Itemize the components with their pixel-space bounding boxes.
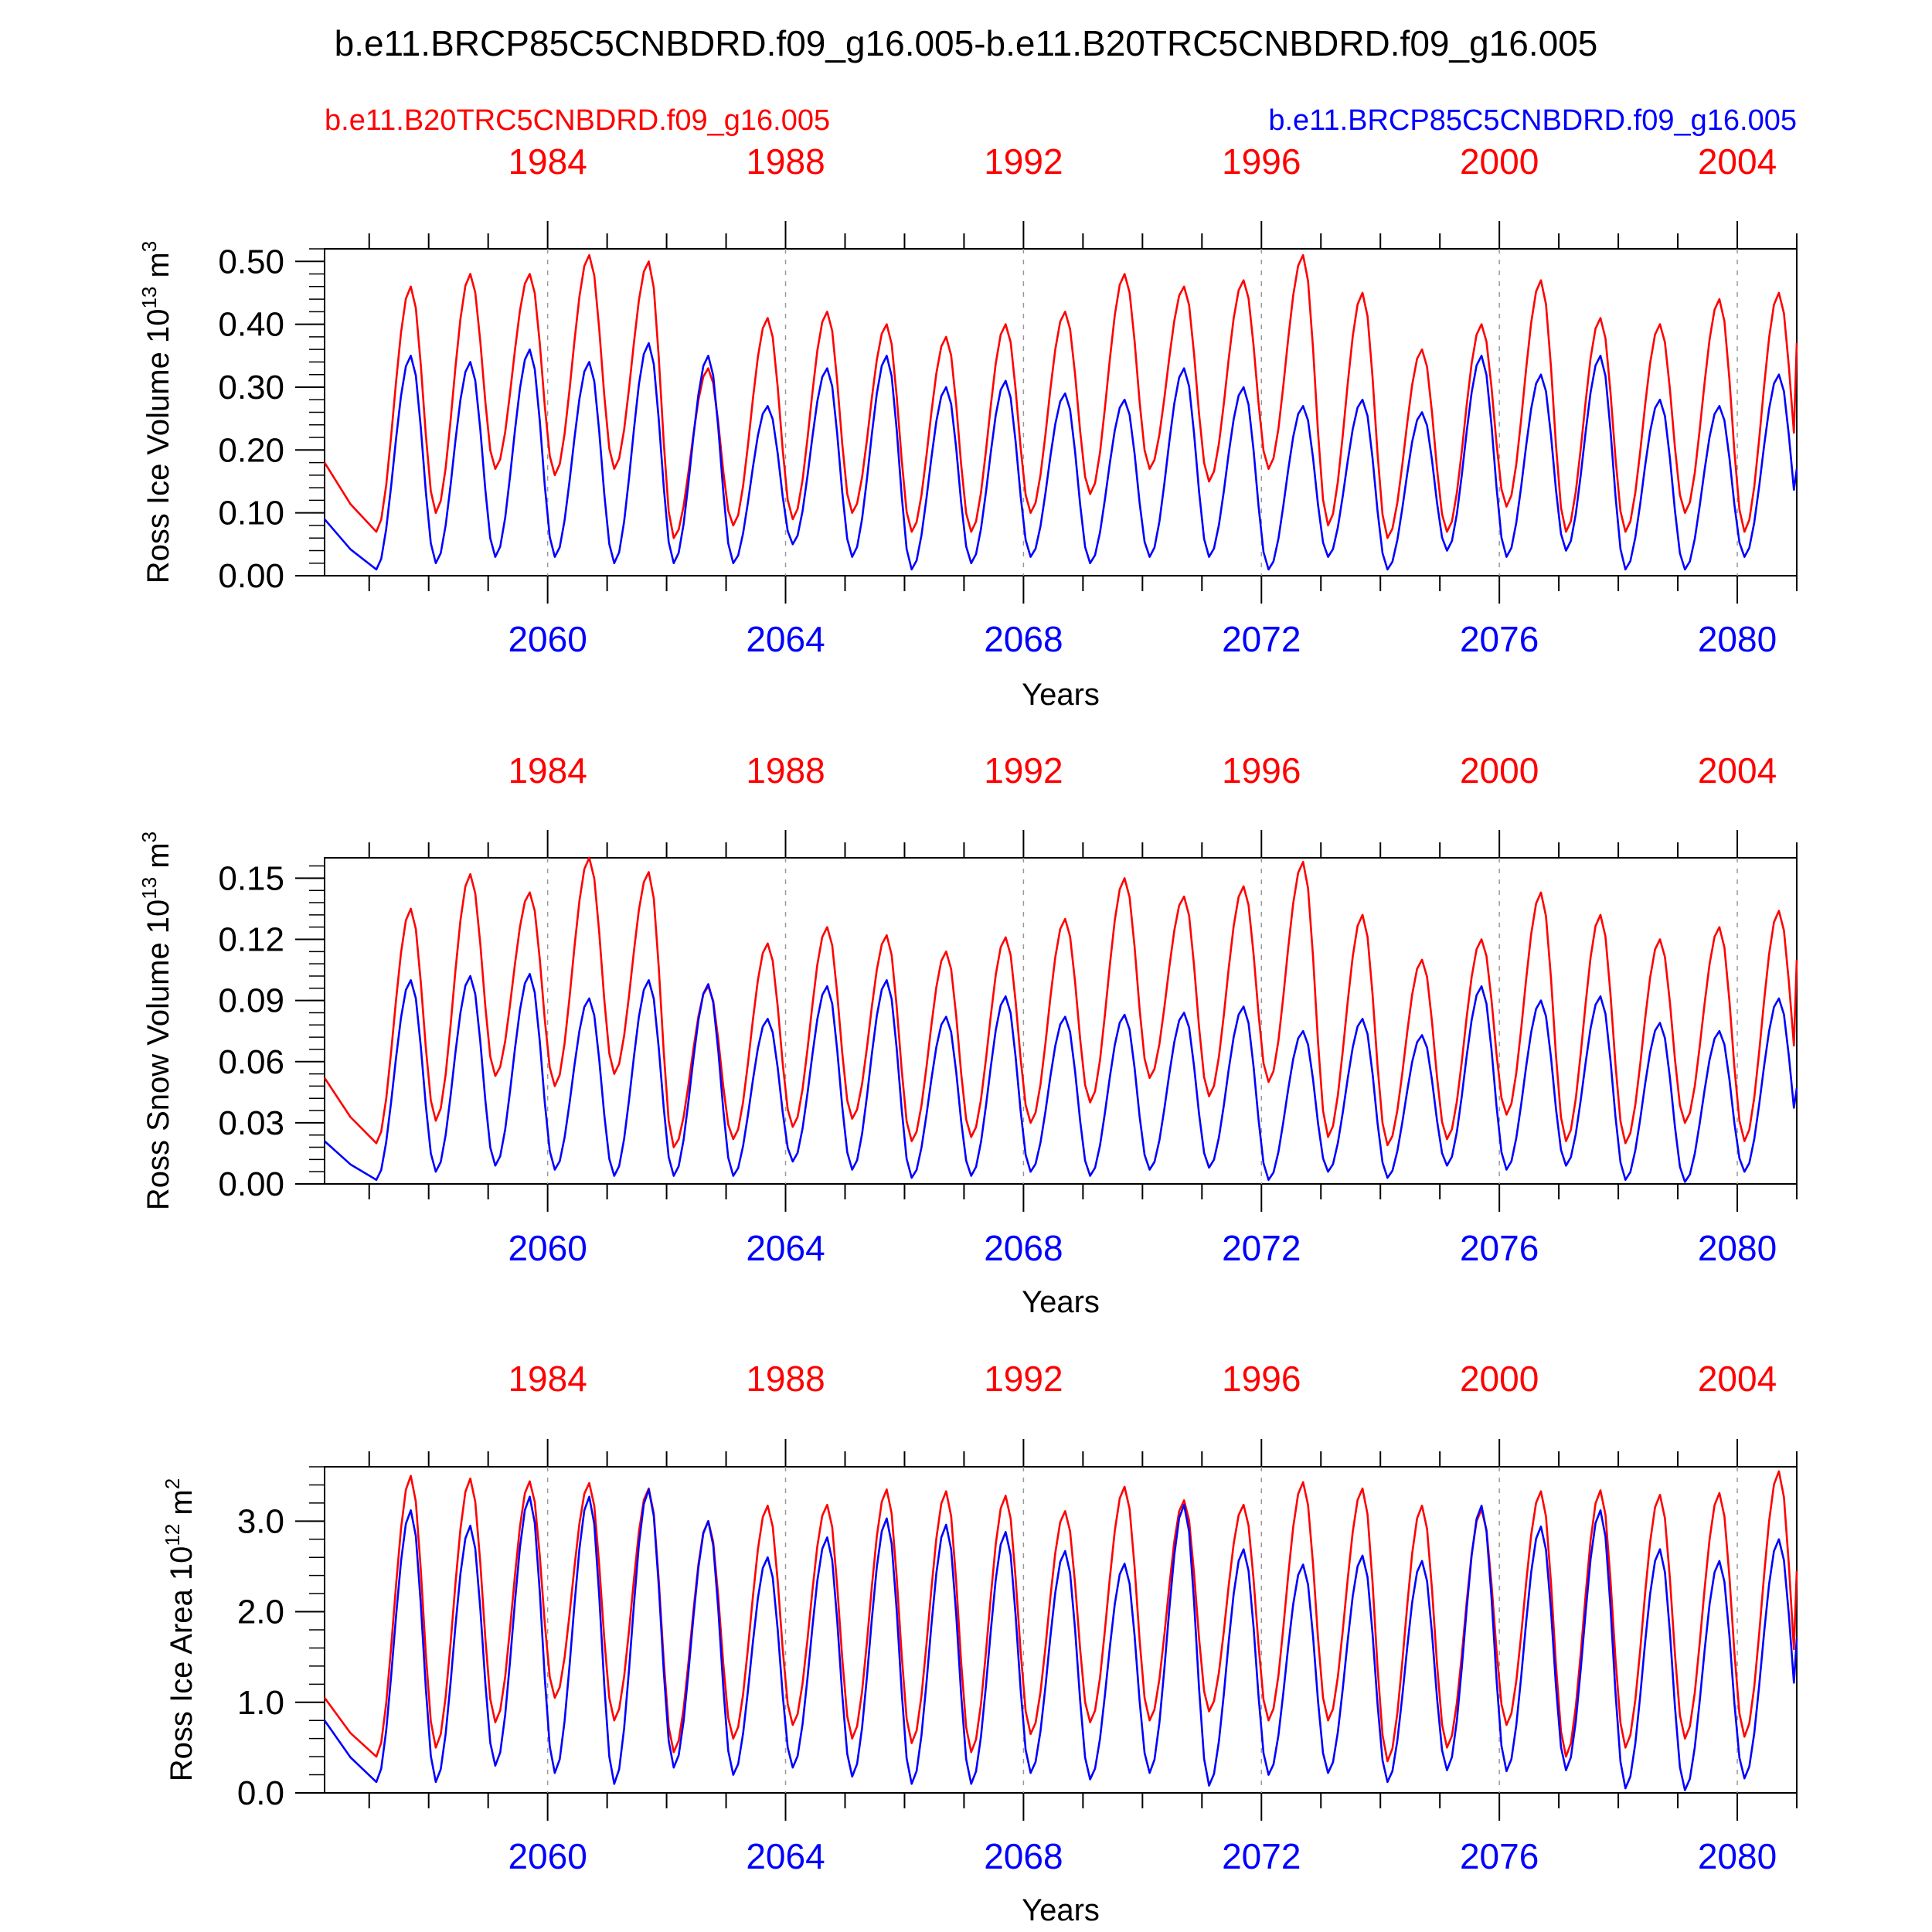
- panel-2: 0.00 0.03 0.06 0.09 0.12 0.15 Ross Snow Volume…: [138, 750, 1798, 1319]
- y-axis-label-unit: m: [141, 252, 175, 286]
- x-bottom-year-label: 2060: [508, 1836, 587, 1876]
- x-bottom-year-label: 2076: [1460, 1836, 1539, 1876]
- y-tick-label: 0.0: [237, 1774, 284, 1812]
- y-axis-label-text: Ross Ice Volume 10: [141, 309, 175, 584]
- x-bottom-year-label: 2072: [1222, 1228, 1301, 1268]
- x-bottom-year-label: 2068: [984, 1228, 1063, 1268]
- x-bottom-year-label: 2064: [746, 1836, 825, 1876]
- x-top-year-label: 1996: [1222, 1359, 1301, 1399]
- series-line-future: [324, 342, 1798, 571]
- y-axis-label-unit: m: [141, 842, 175, 876]
- series-line-future: [323, 1488, 1798, 1791]
- series-line-future: [324, 973, 1798, 1183]
- y-axis-label-exp: 13: [138, 877, 161, 900]
- y-tick-label: 3.0: [237, 1502, 284, 1540]
- x-axis-label: Years: [1022, 678, 1100, 712]
- y-tick-label: 0.00: [218, 1165, 284, 1203]
- x-top-year-label: 1992: [984, 1359, 1063, 1399]
- x-top-year-label: 2000: [1460, 141, 1539, 182]
- y-tick-label: 0.15: [218, 859, 284, 897]
- x-bottom-year-label: 2072: [1222, 619, 1301, 659]
- x-bottom-year-label: 2076: [1460, 619, 1539, 659]
- x-bottom-year-label: 2064: [746, 619, 825, 659]
- x-top-year-label: 1984: [508, 750, 587, 791]
- x-bottom-year-label: 2076: [1460, 1228, 1539, 1268]
- y-tick-label: 0.10: [218, 495, 284, 532]
- y-tick-label: 1.0: [237, 1684, 284, 1722]
- y-axis-label-exp: 13: [138, 287, 161, 309]
- x-bottom-year-label: 2060: [508, 619, 587, 659]
- y-axis-label-unit-exp: 3: [138, 832, 161, 842]
- panels: 0.00 0.10 0.20 0.30 0.40 0.50 Ross Ice Volume …: [138, 141, 1798, 1927]
- x-top-year-label: 2000: [1460, 750, 1539, 791]
- x-bottom-year-label: 2080: [1698, 1836, 1777, 1876]
- y-tick-label: 0.20: [218, 431, 284, 469]
- y-tick-label: 0.12: [218, 921, 284, 959]
- figure-title: b.e11.BRCP85C5CNBDRD.f09_g16.005-b.e11.B…: [335, 23, 1598, 63]
- y-tick-label: 0.00: [218, 557, 284, 595]
- x-bottom-year-label: 2080: [1698, 619, 1777, 659]
- x-top-year-label: 2000: [1460, 1359, 1539, 1399]
- y-axis-label-unit-exp: 3: [138, 241, 161, 252]
- y-axis-label-text: Ross Snow Volume 10: [141, 900, 175, 1210]
- x-top-year-label: 2004: [1698, 141, 1777, 182]
- x-top-year-label: 2004: [1698, 750, 1777, 791]
- x-axis-label: Years: [1022, 1285, 1100, 1319]
- x-top-year-label: 1988: [746, 750, 825, 791]
- y-tick-label: 0.50: [218, 243, 284, 281]
- y-tick-label: 0.30: [218, 369, 284, 406]
- x-top-year-label: 1984: [508, 141, 587, 182]
- y-axis-label-unit: m: [165, 1489, 199, 1523]
- x-bottom-year-label: 2080: [1698, 1228, 1777, 1268]
- panel-1: 0.00 0.10 0.20 0.30 0.40 0.50 Ross Ice Volume …: [138, 141, 1798, 712]
- x-bottom-year-label: 2068: [984, 1836, 1063, 1876]
- y-tick-label: 0.40: [218, 306, 284, 344]
- x-bottom-year-label: 2072: [1222, 1836, 1301, 1876]
- plot-frame: [324, 857, 1798, 1185]
- y-axis-label-text: Ross Ice Area 10: [165, 1546, 199, 1782]
- y-axis-label-exp: 12: [161, 1524, 184, 1546]
- series-line-historical: [323, 856, 1798, 1148]
- legend-future: b.e11.BRCP85C5CNBDRD.f09_g16.005: [1268, 104, 1797, 137]
- x-top-year-label: 1992: [984, 141, 1063, 182]
- y-tick-label: 0.09: [218, 982, 284, 1020]
- y-axis-label: Ross Ice Volume 1013 m3: [138, 241, 175, 584]
- x-top-year-label: 1984: [508, 1359, 587, 1399]
- x-top-year-label: 1996: [1222, 141, 1301, 182]
- x-bottom-year-label: 2064: [746, 1228, 825, 1268]
- y-axis-label: Ross Ice Area 1012 m2: [161, 1478, 199, 1781]
- series-line-historical: [323, 253, 1798, 539]
- x-top-year-label: 2004: [1698, 1359, 1777, 1399]
- panel-3: 0.0 1.0 2.0 3.0 Ross Ice Area 1012 m2 2060 206…: [161, 1359, 1798, 1927]
- x-bottom-year-label: 2068: [984, 619, 1063, 659]
- x-top-year-label: 1988: [746, 1359, 825, 1399]
- y-tick-label: 0.06: [218, 1043, 284, 1081]
- y-axis-label: Ross Snow Volume 1013 m3: [138, 832, 175, 1210]
- legend-historical: b.e11.B20TRC5CNBDRD.f09_g16.005: [325, 104, 830, 137]
- x-top-year-label: 1988: [746, 141, 825, 182]
- x-bottom-year-label: 2060: [508, 1228, 587, 1268]
- x-axis-label: Years: [1022, 1893, 1100, 1927]
- y-tick-label: 0.03: [218, 1104, 284, 1142]
- x-top-year-label: 1996: [1222, 750, 1301, 791]
- x-top-year-label: 1992: [984, 750, 1063, 791]
- y-tick-label: 2.0: [237, 1594, 284, 1631]
- y-axis-label-unit-exp: 2: [161, 1478, 184, 1489]
- series-line-historical: [323, 1470, 1798, 1763]
